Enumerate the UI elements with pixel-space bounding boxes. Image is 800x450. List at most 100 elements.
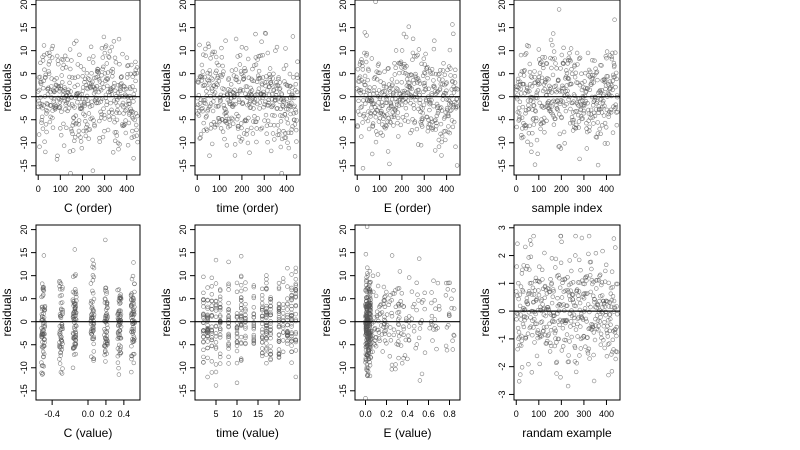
- y-tick-label: -15: [178, 159, 188, 172]
- data-point: [226, 287, 231, 292]
- data-point: [202, 82, 207, 88]
- x-tick-label: 400: [279, 184, 294, 194]
- data-point: [376, 70, 381, 76]
- data-point: [40, 349, 46, 354]
- data-point: [430, 338, 435, 343]
- data-point: [75, 82, 80, 88]
- y-tick-label: 2: [497, 253, 507, 258]
- data-point: [201, 340, 206, 345]
- data-point: [525, 139, 530, 145]
- data-point: [232, 153, 238, 158]
- data-point: [260, 316, 265, 321]
- data-point: [57, 342, 62, 348]
- data-point: [37, 74, 43, 80]
- data-point: [294, 89, 300, 95]
- data-point: [595, 318, 601, 323]
- scatter-points: [195, 30, 300, 176]
- data-point: [601, 113, 607, 118]
- y-tick-label: 10: [178, 46, 188, 56]
- data-point: [418, 97, 423, 103]
- x-tick-label: 0.6: [422, 409, 435, 419]
- data-point: [276, 317, 282, 322]
- data-point: [559, 239, 564, 245]
- data-point: [58, 350, 63, 355]
- data-point: [118, 312, 124, 317]
- data-point: [260, 346, 265, 351]
- data-point: [264, 79, 269, 85]
- data-point: [423, 51, 428, 57]
- data-point: [446, 97, 451, 103]
- data-point: [551, 319, 557, 324]
- data-point: [239, 356, 244, 361]
- data-point: [115, 108, 120, 113]
- data-point: [450, 79, 455, 85]
- data-point: [286, 130, 291, 136]
- data-point: [106, 109, 112, 115]
- data-point: [125, 71, 130, 77]
- data-point: [383, 84, 389, 90]
- data-point: [375, 132, 380, 137]
- data-point: [427, 107, 432, 113]
- data-point: [532, 288, 538, 293]
- data-point: [433, 323, 438, 329]
- data-point: [396, 322, 401, 327]
- data-point: [276, 306, 282, 311]
- data-point: [614, 333, 619, 339]
- data-point: [422, 350, 428, 355]
- data-point: [611, 236, 617, 241]
- data-point: [75, 100, 80, 105]
- data-point: [401, 332, 406, 337]
- x-tick-label: 300: [257, 184, 272, 194]
- data-point: [374, 77, 380, 82]
- data-point: [205, 374, 210, 380]
- data-point: [591, 352, 596, 358]
- data-point: [514, 124, 519, 130]
- data-point: [612, 63, 617, 68]
- data-point: [366, 337, 372, 343]
- data-point: [586, 111, 592, 116]
- data-point: [70, 148, 76, 153]
- data-point: [554, 340, 559, 345]
- data-point: [245, 140, 251, 146]
- data-point: [68, 126, 74, 132]
- data-point: [218, 354, 223, 360]
- data-point: [239, 283, 244, 288]
- data-point: [201, 334, 206, 339]
- data-point: [209, 343, 215, 349]
- data-point: [389, 314, 395, 319]
- data-point: [381, 284, 387, 290]
- y-tick-label: -5: [338, 341, 348, 349]
- data-point: [57, 287, 63, 292]
- data-point: [578, 268, 583, 273]
- data-point: [91, 325, 96, 330]
- y-tick-label: 10: [19, 46, 29, 56]
- data-point: [393, 288, 398, 293]
- data-point: [201, 360, 206, 365]
- data-point: [272, 113, 277, 118]
- data-point: [530, 333, 535, 338]
- data-point: [380, 349, 385, 354]
- data-point: [50, 108, 55, 113]
- data-point: [564, 83, 569, 88]
- data-point: [74, 38, 79, 44]
- data-point: [448, 73, 453, 78]
- data-point: [594, 70, 599, 76]
- data-point: [103, 285, 108, 291]
- data-point: [587, 273, 593, 278]
- data-point: [565, 275, 570, 280]
- data-point: [265, 140, 270, 145]
- data-point: [371, 76, 377, 81]
- data-point: [355, 124, 360, 129]
- data-point: [420, 116, 426, 121]
- y-tick-label: 5: [338, 296, 348, 301]
- data-point: [364, 307, 370, 313]
- data-point: [603, 78, 608, 83]
- data-point: [120, 104, 126, 110]
- data-point: [39, 79, 44, 85]
- data-point: [229, 68, 235, 73]
- data-point: [135, 113, 140, 119]
- data-point: [72, 313, 77, 318]
- data-point: [116, 36, 122, 42]
- data-point: [250, 131, 256, 136]
